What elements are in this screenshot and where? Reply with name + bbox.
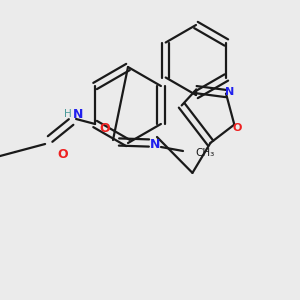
Text: O: O [232,123,242,133]
Text: N: N [150,139,160,152]
Text: N: N [225,87,235,97]
Text: H: H [64,109,72,119]
Text: O: O [58,148,68,160]
Text: N: N [73,107,83,121]
Text: CH₃: CH₃ [195,148,214,158]
Text: O: O [100,122,110,134]
